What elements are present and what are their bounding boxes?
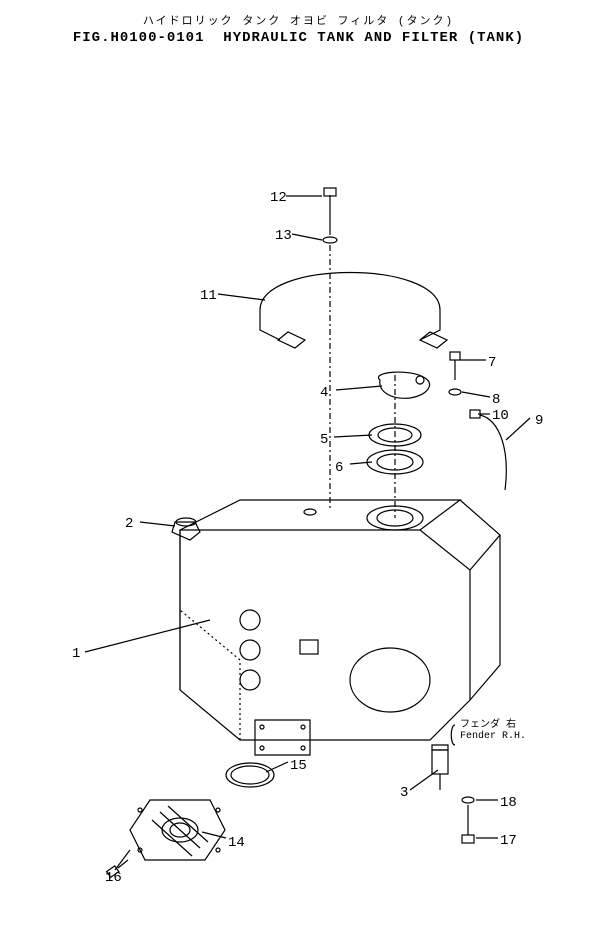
callout-11: 11 xyxy=(200,288,217,304)
callout-10: 10 xyxy=(492,408,509,424)
callout-6: 6 xyxy=(335,460,343,476)
side-note-en: Fender R.H. xyxy=(460,731,526,742)
callout-7: 7 xyxy=(488,355,496,371)
callout-9: 9 xyxy=(535,413,543,429)
callout-13: 13 xyxy=(275,228,292,244)
callout-5: 5 xyxy=(320,432,328,448)
callout-1: 1 xyxy=(72,646,80,662)
callout-4: 4 xyxy=(320,385,328,401)
callout-2: 2 xyxy=(125,516,133,532)
callout-12: 12 xyxy=(270,190,287,206)
callout-15: 15 xyxy=(290,758,307,774)
callout-17: 17 xyxy=(500,833,517,849)
side-note-fender: フェンダ 右 Fender R.H. xyxy=(460,720,526,742)
callout-8: 8 xyxy=(492,392,500,408)
side-note-jp: フェンダ 右 xyxy=(460,720,526,731)
exploded-diagram xyxy=(0,0,597,931)
callout-14: 14 xyxy=(228,835,245,851)
callout-16: 16 xyxy=(105,870,122,886)
callout-18: 18 xyxy=(500,795,517,811)
callout-3: 3 xyxy=(400,785,408,801)
